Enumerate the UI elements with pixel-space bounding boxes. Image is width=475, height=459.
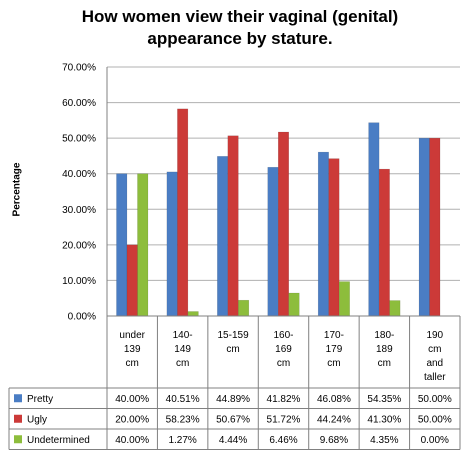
data-table-cell: 6.46% [269, 435, 297, 446]
bar-undetermined [288, 292, 300, 317]
chart-title-line-2: appearance by stature. [147, 29, 333, 48]
category-label: cm [226, 344, 239, 355]
legend-label: Undetermined [27, 435, 90, 446]
category-label: 139 [124, 344, 141, 355]
y-tick-label: 50.00% [62, 134, 96, 145]
category-label: cm [378, 358, 391, 369]
data-table-cell: 51.72% [267, 414, 301, 425]
category-label: under [119, 330, 145, 341]
data-table-cell: 20.00% [115, 414, 149, 425]
category-label: cm [277, 358, 290, 369]
bar-pretty [418, 137, 430, 317]
bar-undetermined [238, 299, 250, 317]
category-label: 189 [376, 344, 393, 355]
data-table-cell: 40.00% [115, 394, 149, 405]
bar-ugly [429, 137, 441, 317]
data-table-cell: 41.82% [267, 394, 301, 405]
bar-ugly [278, 131, 289, 317]
legend-key-undetermined [14, 435, 22, 444]
data-table-cell: 41.30% [367, 414, 401, 425]
y-tick-label: 10.00% [62, 276, 96, 287]
data-table-cell: 44.89% [216, 394, 250, 405]
category-label: 179 [326, 344, 343, 355]
category-label: and [426, 358, 443, 369]
bar-undetermined [187, 311, 199, 317]
bar-pretty [267, 166, 279, 317]
chart-title: How women view their vaginal (genital) a… [40, 6, 440, 50]
category-label: 170- [324, 330, 344, 341]
legend-key-ugly [14, 414, 22, 423]
data-table-cell: 50.00% [418, 414, 452, 425]
data-table-cell: 54.35% [367, 394, 401, 405]
data-table-cell: 40.51% [166, 394, 200, 405]
category-label: 169 [275, 344, 292, 355]
category-label: taller [424, 372, 446, 383]
bar-undetermined [338, 281, 350, 317]
data-table-cell: 0.00% [421, 435, 449, 446]
data-table-cell: 40.00% [115, 435, 149, 446]
data-table-cell: 4.35% [370, 435, 398, 446]
category-label: 190 [426, 330, 443, 341]
category-label: 149 [174, 344, 191, 355]
data-table-cell: 50.00% [418, 394, 452, 405]
data-table-cell: 46.08% [317, 394, 351, 405]
data-table-cell: 4.44% [219, 435, 247, 446]
bar-ugly [328, 158, 340, 317]
y-tick-label: 60.00% [62, 98, 96, 109]
legend-key-pretty [14, 394, 22, 403]
bar-ugly [378, 168, 390, 317]
bar-pretty [368, 122, 380, 317]
bar-undetermined [389, 300, 401, 317]
bar-pretty [116, 173, 128, 317]
bar-undetermined [137, 173, 149, 317]
data-table-cell: 9.68% [320, 435, 348, 446]
bar-ugly [177, 108, 189, 317]
category-label: 15-159 [218, 330, 250, 341]
bar-ugly [227, 135, 239, 317]
chart-title-line-1: How women view their vaginal (genital) [81, 7, 399, 26]
category-label: cm [126, 358, 139, 369]
y-tick-label: 70.00% [62, 63, 96, 74]
data-table-cell: 1.27% [168, 435, 196, 446]
data-table-cell: 58.23% [166, 414, 200, 425]
category-label: 160- [273, 330, 293, 341]
bar-pretty [317, 151, 329, 317]
category-label: cm [176, 358, 189, 369]
y-tick-label: 0.00% [68, 312, 96, 323]
data-table-cell: 50.67% [216, 414, 250, 425]
bar-ugly [126, 244, 138, 317]
bar-pretty [217, 156, 229, 317]
legend-label: Ugly [27, 414, 47, 425]
category-label: 180- [374, 330, 394, 341]
category-label: cm [327, 358, 340, 369]
y-tick-label: 30.00% [62, 205, 96, 216]
y-tick-label: 20.00% [62, 240, 96, 251]
bar-pretty [166, 171, 178, 317]
category-label: cm [428, 344, 441, 355]
legend-label: Pretty [27, 394, 53, 405]
data-table-cell: 44.24% [317, 414, 351, 425]
y-tick-label: 40.00% [62, 169, 96, 180]
category-label: 140- [173, 330, 193, 341]
